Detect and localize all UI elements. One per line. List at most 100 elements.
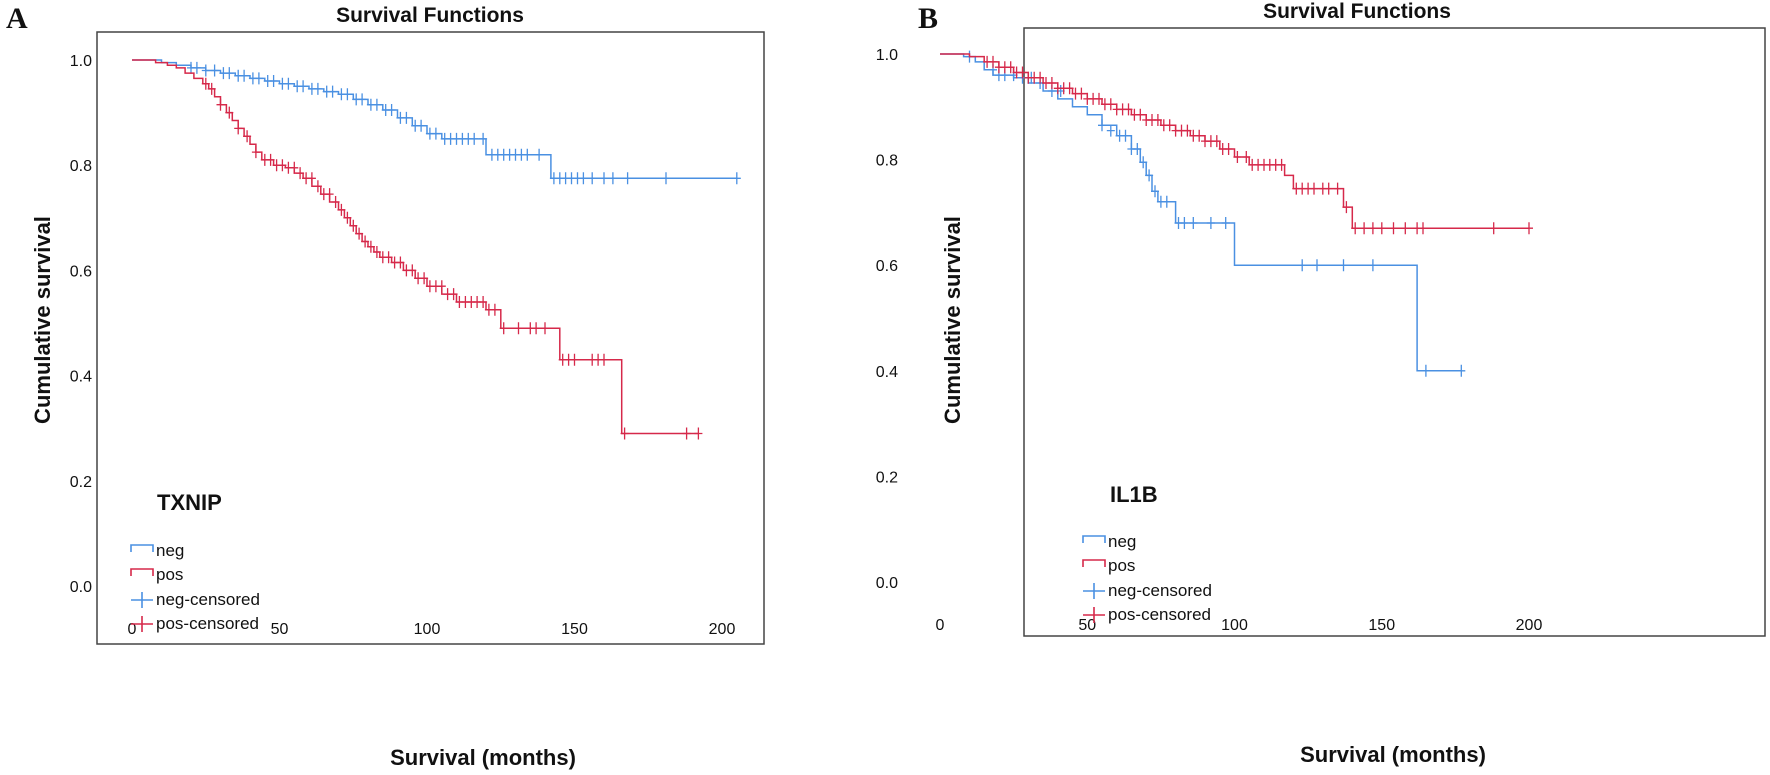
censor-mark-neg xyxy=(1421,364,1430,377)
censor-mark-pos xyxy=(266,153,275,166)
censor-mark-pos xyxy=(1136,108,1145,121)
censor-mark-pos xyxy=(372,246,381,258)
axis-ticks-a: 0.0 0.2 0.4 0.6 0.8 1.0 0 50 100 150 200 xyxy=(70,53,736,638)
censor-mark-neg xyxy=(210,64,219,77)
x-tick-label: 150 xyxy=(561,621,588,638)
censor-mark-pos xyxy=(234,122,243,135)
y-tick-label: 0.2 xyxy=(876,469,898,486)
censor-mark-pos xyxy=(1018,66,1027,79)
y-tick-label: 0.0 xyxy=(876,575,898,592)
censor-mark-pos xyxy=(251,146,260,159)
censor-mark-pos xyxy=(1095,92,1103,105)
censor-mark-neg xyxy=(225,67,234,80)
censor-mark-pos xyxy=(1006,61,1015,74)
x-tick-label: 100 xyxy=(1221,617,1248,634)
censor-mark-neg xyxy=(254,72,263,85)
censor-mark-pos xyxy=(1333,182,1342,195)
censor-mark-neg xyxy=(1221,217,1230,229)
censor-mark-pos xyxy=(499,322,508,335)
censor-mark-neg xyxy=(343,88,352,101)
censor-mark-neg xyxy=(623,172,632,185)
censor-mark-pos xyxy=(1351,222,1360,235)
legend-label-pos-censored: pos-censored xyxy=(1108,605,1211,624)
censor-mark-pos xyxy=(396,256,405,269)
panel-letter-a: A xyxy=(6,2,28,35)
y-tick-label: 0.2 xyxy=(70,474,92,491)
censor-mark-pos xyxy=(325,188,334,201)
censor-mark-neg xyxy=(358,93,367,106)
censor-mark-neg xyxy=(1151,185,1159,198)
censor-mark-neg xyxy=(201,64,210,77)
x-tick-label: 50 xyxy=(1078,617,1096,634)
x-tick-label: 150 xyxy=(1368,617,1395,634)
y-tick-label: 1.0 xyxy=(876,47,898,64)
censor-mark-pos xyxy=(1047,77,1056,89)
survival-curves-a xyxy=(132,59,741,440)
censor-mark-neg xyxy=(1106,124,1115,137)
y-tick-label: 0.6 xyxy=(876,258,898,275)
survival-curve-neg xyxy=(132,59,737,180)
censor-mark-neg xyxy=(1298,259,1307,272)
censor-mark-pos xyxy=(1360,222,1369,235)
censor-mark-pos xyxy=(1195,129,1204,142)
legend-item-pos-censored: pos-censored xyxy=(1083,605,1211,624)
legend-item-neg: neg xyxy=(130,541,184,560)
legend-item-pos-censored: pos-censored xyxy=(131,614,259,633)
legend-line-neg-icon xyxy=(130,544,154,552)
censor-mark-pos xyxy=(449,288,458,301)
y-tick-label: 0.8 xyxy=(70,158,92,175)
censor-mark-neg xyxy=(1133,143,1142,155)
censor-mark-neg xyxy=(1162,195,1171,208)
censor-mark-neg xyxy=(1368,259,1377,272)
censor-mark-pos xyxy=(343,211,352,224)
y-tick-label: 0.0 xyxy=(70,579,92,596)
censor-mark-pos xyxy=(384,251,393,264)
censor-mark-pos xyxy=(490,303,499,316)
censor-mark-pos xyxy=(201,77,210,90)
censor-mark-pos xyxy=(1419,222,1427,235)
x-tick-label: 100 xyxy=(414,621,441,638)
censor-mark-neg xyxy=(1189,217,1198,229)
legend-item-neg-censored: neg-censored xyxy=(1083,581,1212,600)
censor-mark-pos xyxy=(361,235,370,248)
legend-line-pos-icon xyxy=(1082,559,1106,567)
censor-mark-neg xyxy=(479,132,488,145)
censor-mark-pos xyxy=(1106,98,1115,111)
censor-mark-neg xyxy=(1139,156,1148,169)
censor-mark-neg xyxy=(523,148,532,161)
legend-line-pos-icon xyxy=(130,568,154,576)
censor-mark-neg xyxy=(1180,217,1189,229)
censor-mark-pos xyxy=(1165,119,1174,132)
plot-frame-a xyxy=(96,31,765,645)
censor-mark-pos xyxy=(355,227,364,240)
legend-label-neg: neg xyxy=(156,541,184,560)
censor-mark-neg xyxy=(1145,169,1154,182)
censor-mark-pos xyxy=(1183,124,1192,137)
censor-mark-pos xyxy=(570,353,579,366)
censor-mark-neg xyxy=(579,172,588,185)
legend-b: IL1B neg pos neg-censored pos-censored xyxy=(1082,482,1212,624)
axis-ticks-b: 0.0 0.2 0.4 0.6 0.8 1.0 0 50 100 150 200 xyxy=(876,47,1543,634)
censor-mark-neg xyxy=(600,172,608,185)
x-tick-label: 200 xyxy=(1516,617,1543,634)
x-tick-label: 50 xyxy=(271,621,289,638)
censor-mark-pos xyxy=(1489,222,1498,235)
y-tick-label: 0.4 xyxy=(70,369,92,386)
gene-label-b: IL1B xyxy=(1110,482,1158,507)
legend-censor-neg-icon xyxy=(1083,583,1105,599)
x-tick-label: 200 xyxy=(709,621,736,638)
censor-mark-neg xyxy=(608,172,617,185)
censor-mark-neg xyxy=(1457,364,1466,377)
x-tick-label: 0 xyxy=(128,621,137,638)
censor-mark-pos xyxy=(1077,87,1086,100)
legend-item-pos: pos xyxy=(130,565,183,584)
censor-mark-neg xyxy=(417,119,426,132)
survival-curves-b xyxy=(940,50,1533,377)
censor-mark-pos xyxy=(349,219,358,232)
censor-mark-neg xyxy=(328,85,337,98)
panel-b: B Survival Functions Cumulative survival… xyxy=(876,0,1766,767)
censor-mark-pos xyxy=(366,240,375,253)
legend-a: TXNIP neg pos neg-censored pos-censored xyxy=(130,490,260,633)
censor-mark-neg xyxy=(588,172,597,185)
